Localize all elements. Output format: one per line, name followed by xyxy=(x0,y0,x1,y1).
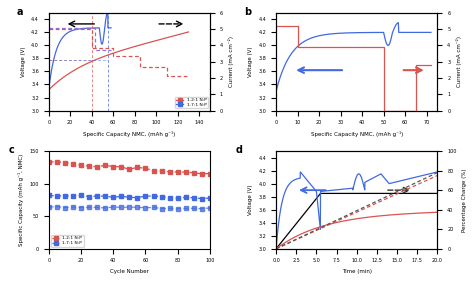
Y-axis label: Voltage (V): Voltage (V) xyxy=(21,46,26,77)
Text: d: d xyxy=(236,145,243,155)
X-axis label: Cycle Number: Cycle Number xyxy=(110,269,149,274)
Text: a: a xyxy=(17,7,23,17)
Y-axis label: Current (mA cm⁻²): Current (mA cm⁻²) xyxy=(228,36,234,87)
Y-axis label: Voltage (V): Voltage (V) xyxy=(248,46,253,77)
Y-axis label: Specific Capacity (mAh g⁻¹, NMC): Specific Capacity (mAh g⁻¹, NMC) xyxy=(18,154,24,246)
X-axis label: Specific Capacity NMC, (mAh g⁻¹): Specific Capacity NMC, (mAh g⁻¹) xyxy=(83,131,175,137)
Y-axis label: Voltage (V): Voltage (V) xyxy=(248,185,253,215)
Text: b: b xyxy=(244,7,251,17)
X-axis label: Time (min): Time (min) xyxy=(342,269,372,274)
X-axis label: Specific Capacity NMC, (mAh g⁻¹): Specific Capacity NMC, (mAh g⁻¹) xyxy=(310,131,403,137)
Y-axis label: Percentage Charge (%): Percentage Charge (%) xyxy=(462,168,467,232)
Y-axis label: Current (mA cm⁻²): Current (mA cm⁻²) xyxy=(456,36,462,87)
Legend: 1.2:1 N:P, 1.7:1 N:P: 1.2:1 N:P, 1.7:1 N:P xyxy=(175,97,208,108)
Text: c: c xyxy=(9,145,14,155)
Legend: 1.2:1 N:P, 1.7:1 N:P: 1.2:1 N:P, 1.7:1 N:P xyxy=(51,235,84,246)
